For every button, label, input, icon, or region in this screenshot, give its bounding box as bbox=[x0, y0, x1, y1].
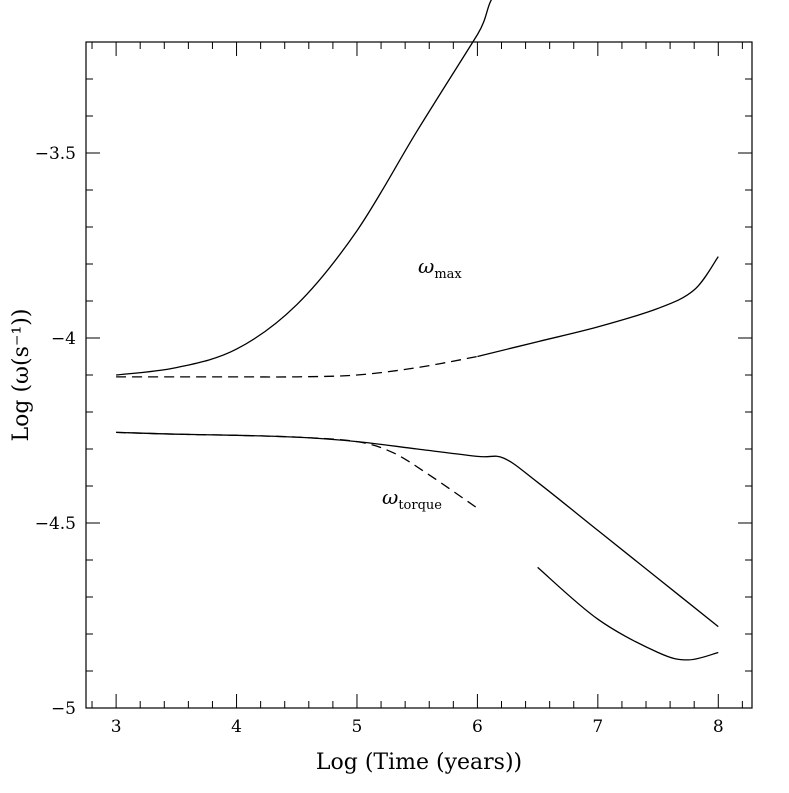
series-0-line bbox=[116, 0, 492, 376]
y-tick-label: −4.5 bbox=[35, 514, 76, 534]
y-tick-label: −5 bbox=[51, 699, 76, 719]
y-axis-label: Log (ω(s⁻¹)) bbox=[9, 309, 34, 442]
annotation-omega-max-subscript: max bbox=[434, 267, 462, 282]
x-tick-labels: 3 4 5 6 7 8 bbox=[111, 717, 724, 737]
annotation-omega-max-symbol: ω bbox=[418, 254, 434, 278]
annotation-omega-torque-symbol: ω bbox=[382, 485, 398, 509]
x-tick-label: 3 bbox=[111, 717, 122, 737]
x-axis-label: Log (Time (years)) bbox=[316, 750, 522, 775]
annotation-omega-torque: ωtorque bbox=[382, 485, 442, 513]
y-tick-label: −4 bbox=[51, 329, 76, 349]
series-2-line bbox=[116, 431, 719, 628]
annotation-omega-max: ωmax bbox=[418, 254, 462, 282]
curves bbox=[116, 0, 719, 661]
x-tick-label: 6 bbox=[472, 717, 483, 737]
y-tick-label: −3.5 bbox=[35, 144, 76, 164]
x-tick-label: 8 bbox=[713, 717, 724, 737]
plot-frame bbox=[85, 41, 753, 709]
series-3-solid-line bbox=[537, 566, 719, 661]
x-tick-label: 7 bbox=[592, 717, 603, 737]
series-1-dashed-line bbox=[116, 355, 478, 378]
series-1-solid-line bbox=[477, 256, 719, 358]
tick-marks bbox=[86, 41, 752, 709]
x-tick-label: 5 bbox=[352, 717, 363, 737]
x-tick-label: 4 bbox=[231, 717, 242, 737]
y-tick-labels: −5 −4.5 −4 −3.5 bbox=[35, 144, 76, 719]
annotation-omega-torque-subscript: torque bbox=[398, 498, 442, 513]
series-3-dashed-line bbox=[116, 431, 478, 509]
